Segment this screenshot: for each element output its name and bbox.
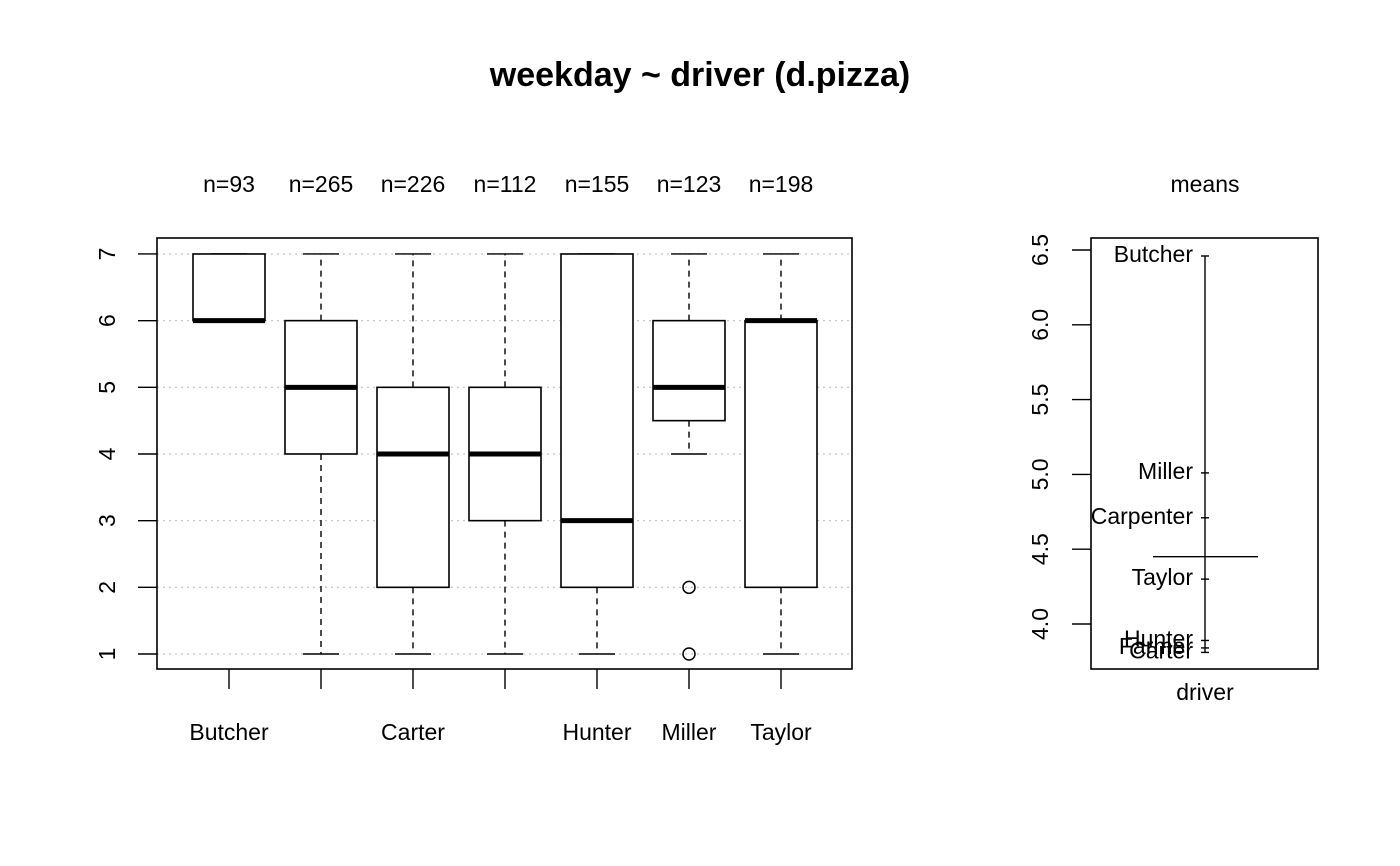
mean-label-butcher: Butcher	[1114, 241, 1194, 267]
x-axis-label: driver	[1176, 679, 1234, 705]
y-tick-label: 4.5	[1027, 533, 1053, 565]
iqr-box	[744, 319, 818, 589]
n-label: n=198	[749, 171, 814, 197]
iqr-box	[560, 253, 634, 589]
y-tick-label: 6	[94, 314, 120, 327]
y-tick-label: 6.0	[1027, 309, 1053, 341]
mean-label-farmer: Farmer	[1119, 633, 1193, 659]
mean-label-miller: Miller	[1138, 458, 1193, 484]
box-miller	[652, 253, 726, 661]
x-tick-label: Butcher	[189, 719, 269, 745]
x-tick-label: Hunter	[562, 719, 631, 745]
box-butcher	[192, 253, 266, 324]
mean-label-carter: Carter	[1129, 638, 1193, 664]
y-tick-label: 7	[94, 248, 120, 261]
mean-label-taylor: Taylor	[1132, 564, 1194, 590]
box-taylor	[744, 253, 818, 655]
panel-title: means	[1170, 171, 1239, 197]
outlier-point	[682, 647, 696, 661]
y-tick-label: 4.0	[1027, 608, 1053, 640]
n-label: n=226	[381, 171, 446, 197]
chart-title: weekday ~ driver (d.pizza)	[489, 56, 911, 94]
n-label: n=265	[289, 171, 354, 197]
y-tick-label: 5.0	[1027, 458, 1053, 490]
iqr-box	[376, 386, 450, 589]
box-carter	[376, 253, 450, 655]
mean-label-carpenter: Carpenter	[1091, 503, 1194, 529]
box-carpenter	[284, 253, 358, 655]
box-hunter	[560, 253, 634, 655]
y-tick-label: 5	[94, 381, 120, 394]
means-panel: means driver 4.0 4.5 5.0 5.5 6.0 6.5 Butcher Mill…	[1027, 171, 1319, 705]
iqr-box	[192, 253, 266, 322]
x-tick-label: Taylor	[750, 719, 812, 745]
n-label: n=155	[565, 171, 630, 197]
x-tick-label: Miller	[662, 719, 717, 745]
outlier-point	[682, 580, 696, 595]
y-tick-label: 6.5	[1027, 234, 1053, 266]
n-label: n=123	[657, 171, 722, 197]
x-tick-label: Carter	[381, 719, 445, 745]
iqr-box	[652, 319, 726, 422]
mean-label-hunter: Hunter	[1124, 626, 1193, 652]
y-tick-label: 1	[94, 648, 120, 661]
n-label: n=112	[474, 171, 537, 197]
y-tick-label: 3	[94, 514, 120, 527]
box-farmer	[468, 253, 542, 655]
plot-frame	[1090, 237, 1319, 670]
n-label: n=93	[203, 171, 255, 197]
y-tick-label: 2	[94, 581, 120, 594]
y-tick-label: 5.5	[1027, 384, 1053, 416]
y-tick-label: 4	[94, 447, 120, 460]
boxplot-panel: 1 2 3 4 5 6 7 Butcher n=93 n=265 Carter n=226 n=112 H…	[94, 171, 853, 745]
